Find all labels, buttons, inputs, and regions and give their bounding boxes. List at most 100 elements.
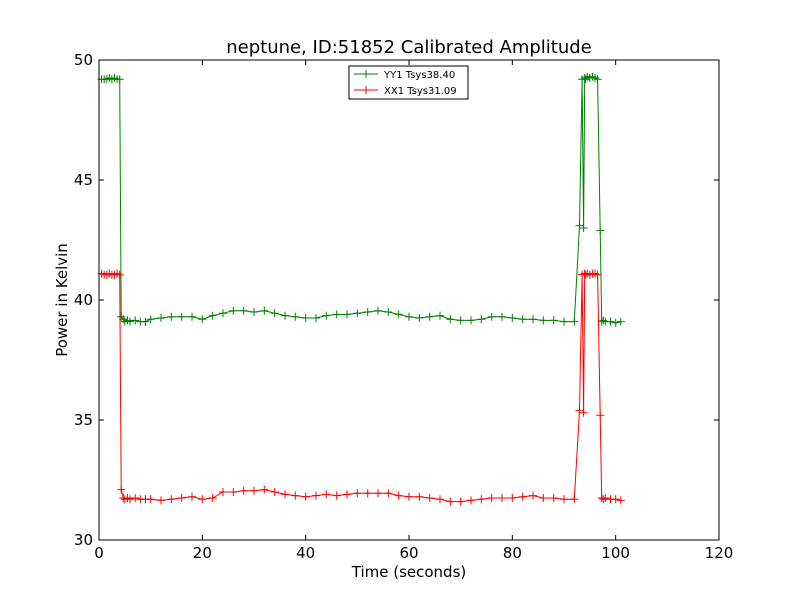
data-point-marker	[188, 312, 196, 321]
y-tick-label: 45	[74, 171, 93, 189]
data-point-marker	[167, 495, 176, 504]
x-tick-label: 40	[296, 544, 315, 562]
data-point-marker	[115, 270, 124, 279]
data-point-marker	[394, 310, 403, 319]
data-point-marker	[570, 495, 579, 504]
x-tick-label: 60	[399, 544, 418, 562]
data-point-marker	[281, 311, 289, 320]
data-point-marker	[146, 495, 155, 504]
data-point-marker	[436, 311, 444, 320]
data-point-marker	[467, 316, 475, 325]
x-tick-label: 100	[601, 544, 630, 562]
legend-entry-xx1: XX1 Tsys31.09	[354, 86, 457, 97]
data-point-marker	[539, 316, 548, 325]
data-point-marker	[126, 317, 134, 326]
data-point-marker	[596, 411, 605, 420]
chart-title: neptune, ID:51852 Calibrated Amplitude	[226, 37, 592, 58]
data-point-marker	[477, 495, 486, 504]
legend-marker-yy1	[362, 70, 370, 78]
data-point-marker	[579, 408, 588, 417]
data-point-marker	[601, 494, 610, 502]
data-point-marker	[239, 306, 248, 315]
data-point-marker	[301, 314, 310, 322]
data-point-marker	[456, 497, 465, 506]
data-point-marker	[291, 312, 300, 321]
data-point-marker	[599, 316, 608, 325]
data-point-marker	[405, 312, 413, 321]
data-point-marker	[270, 488, 279, 496]
data-point-marker	[446, 315, 455, 324]
data-point-marker	[177, 312, 186, 321]
data-point-marker	[322, 490, 331, 499]
data-point-marker	[560, 495, 568, 504]
data-point-marker	[322, 311, 331, 320]
y-axis-label: Power in Kelvin	[53, 243, 71, 357]
x-tick-label: 20	[193, 544, 212, 562]
data-point-marker	[229, 306, 238, 315]
data-point-marker	[570, 317, 579, 326]
data-point-marker	[606, 317, 615, 326]
data-point-marker	[616, 317, 625, 326]
data-point-marker	[549, 316, 558, 325]
legend-label-xx1: XX1 Tsys31.09	[384, 86, 457, 97]
data-point-marker	[425, 494, 434, 502]
data-point-marker	[415, 492, 424, 501]
data-point-marker	[374, 306, 382, 315]
data-point-marker	[487, 312, 496, 321]
data-point-marker	[229, 488, 238, 496]
data-point-marker	[425, 312, 434, 321]
data-point-marker	[593, 75, 602, 84]
data-point-marker	[374, 489, 382, 498]
data-point-marker	[599, 495, 608, 504]
data-point-marker	[239, 486, 248, 495]
data-point-marker	[332, 491, 341, 500]
data-point-marker	[446, 497, 455, 506]
data-point-marker	[198, 495, 207, 504]
ticks-layer: 0 20 40 60 80 100 120 30 35 40 45 50	[74, 51, 733, 562]
data-point-marker	[146, 315, 155, 324]
series-xx1	[97, 269, 625, 506]
data-point-marker	[363, 489, 372, 498]
data-point-marker	[596, 226, 605, 235]
data-point-marker	[343, 310, 351, 319]
data-point-marker	[508, 494, 517, 502]
data-point-marker	[250, 308, 258, 316]
data-point-marker	[611, 495, 620, 504]
data-point-marker	[167, 312, 176, 321]
data-point-marker	[260, 306, 269, 315]
data-point-marker	[126, 495, 134, 504]
data-point-marker	[498, 312, 506, 321]
data-point-marker	[291, 491, 300, 500]
data-point-marker	[141, 317, 150, 326]
y-tick-label: 40	[74, 291, 93, 309]
legend-entry-yy1: YY1 Tsys38.40	[354, 70, 455, 81]
data-point-marker	[593, 270, 602, 279]
data-point-marker	[312, 314, 320, 322]
data-point-marker	[405, 492, 413, 501]
data-point-marker	[560, 317, 568, 326]
data-point-marker	[384, 308, 393, 316]
y-tick-label: 30	[74, 531, 93, 549]
data-point-marker	[301, 492, 310, 501]
x-tick-label: 120	[705, 544, 734, 562]
data-point-marker	[384, 489, 393, 498]
legend-marker-xx1	[362, 86, 370, 94]
y-tick-label: 50	[74, 51, 93, 69]
data-point-marker	[188, 492, 196, 501]
data-point-marker	[115, 75, 124, 84]
data-point-marker	[353, 309, 362, 318]
data-point-marker	[131, 316, 140, 325]
x-tick-label: 0	[94, 544, 104, 562]
data-point-marker	[436, 495, 444, 504]
legend-label-yy1: YY1 Tsys38.40	[383, 70, 455, 81]
data-point-marker	[529, 315, 537, 324]
data-point-marker	[208, 311, 217, 320]
data-point-marker	[456, 316, 465, 325]
data-point-marker	[250, 486, 258, 495]
legend: YY1 Tsys38.40 XX1 Tsys31.09	[348, 65, 469, 100]
data-point-marker	[518, 315, 527, 324]
data-point-marker	[219, 309, 227, 318]
data-point-marker	[260, 485, 269, 494]
data-point-marker	[363, 308, 372, 316]
data-point-marker	[487, 494, 496, 502]
